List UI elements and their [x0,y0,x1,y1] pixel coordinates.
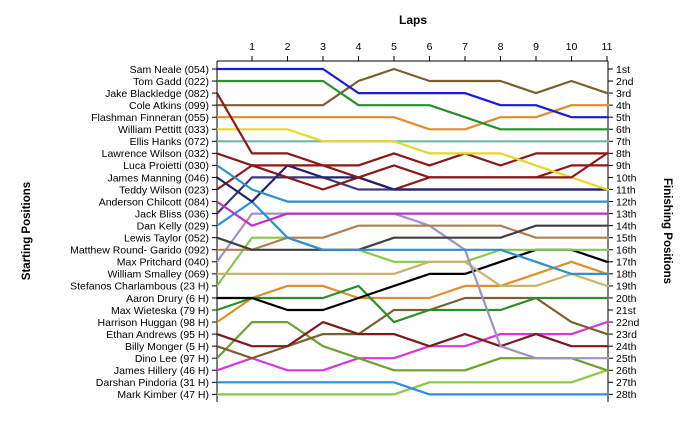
series-line [215,200,610,275]
driver-start-label: Sam Neale (054) [130,64,209,76]
driver-start-label: Lawrence Wilson (032) [102,148,209,160]
driver-start-label: Teddy Wilson (023) [119,184,209,196]
driver-start-label: Matthew Round- Garido (092) [70,245,209,257]
driver-start-label: Stefanos Charlambous (23 H) [70,281,209,293]
finish-position-label: 7th [616,136,631,148]
series-line [215,369,610,396]
finish-position-label: 24th [616,341,637,353]
lap-tick-label: 8 [498,41,504,53]
series-line [215,321,610,348]
chart-title: Laps [399,13,427,27]
driver-start-label: Darshan Pindoria (31 H) [96,377,209,389]
lap-tick-label: 5 [391,41,397,53]
finish-position-label: 9th [616,160,631,172]
finish-position-label: 28th [616,389,637,401]
driver-start-label: Dino Lee (97 H) [135,353,209,365]
driver-start-label: Ethan Andrews (95 H) [106,329,209,341]
finish-position-label: 17th [616,257,637,269]
driver-start-label: Dan Kelly (029) [137,220,209,232]
finish-position-label: 13th [616,208,637,220]
series-line [215,92,610,179]
finish-position-label: 21st [616,305,636,317]
driver-start-label: Harrison Huggan (98 H) [98,317,209,329]
lap-tick-label: 3 [320,41,326,53]
finish-position-label: 8th [616,148,631,160]
series-line [215,284,610,324]
driver-start-label: Jack Bliss (036) [135,208,209,220]
finish-position-label: 11th [616,184,636,196]
series-line [215,212,610,360]
finish-position-label: 4th [616,100,631,112]
finish-position-label: 14th [616,220,637,232]
finish-position-label: 19th [616,281,637,293]
series-line [215,200,610,227]
series-line [215,224,610,251]
lap-tick-label: 2 [285,41,291,53]
lap-tick-label: 6 [427,41,433,53]
series-line [215,67,610,107]
driver-start-label: Max Pritchard (040) [117,257,209,269]
finish-position-label: 15th [616,233,637,245]
finish-position-label: 25th [616,353,637,365]
lap-tick-label: 11 [602,41,613,53]
driver-start-label: Aaron Drury (6 H) [126,293,209,305]
finish-position-label: 20th [616,293,637,305]
finish-position-label: 2nd [616,76,634,88]
lap-tick-label: 10 [566,41,578,53]
lap-tick-label: 4 [356,41,362,53]
right-axis-title: Finishing Positions [661,178,673,284]
finish-position-label: 5th [616,112,631,124]
finish-position-label: 23rd [616,329,637,341]
series-line [215,248,610,312]
series-line [215,104,610,131]
driver-start-label: William Smalley (069) [107,269,209,281]
driver-start-label: James Manning (046) [107,172,209,184]
finish-position-label: 6th [616,124,631,136]
finish-position-label: 3rd [616,88,631,100]
lap-tick-label: 1 [249,41,255,53]
finish-position-label: 16th [616,245,637,257]
finish-position-label: 10th [616,172,637,184]
series-line [215,260,610,324]
series-line [215,79,610,131]
finish-position-label: 22nd [616,317,640,329]
series-line [215,152,610,167]
series-line [215,381,610,396]
driver-start-label: William Pettitt (033) [118,124,209,136]
driver-start-label: Luca Proietti (030) [123,160,209,172]
finish-position-label: 26th [616,365,637,377]
driver-start-label: Tom Gadd (022) [133,76,209,88]
driver-start-label: James Hillery (46 H) [114,365,209,377]
driver-start-label: Lewis Taylor (052) [124,233,209,245]
finish-position-label: 27th [616,377,637,389]
series-line [215,67,610,119]
finish-position-label: 18th [616,269,637,281]
driver-start-label: Max Wieteska (79 H) [111,305,209,317]
driver-start-label: Cole Atkins (099) [129,100,209,112]
driver-start-label: Ellis Hanks (072) [130,136,209,148]
lap-tick-label: 9 [533,41,539,53]
finish-position-label: 12th [616,196,637,208]
driver-start-label: Jake Blackledge (082) [105,88,209,100]
driver-start-label: Flashman Finneran (055) [91,112,209,124]
driver-start-label: Mark Kimber (47 H) [117,389,209,401]
lap-tick-label: 7 [462,41,468,53]
driver-start-label: Billy Monger (5 H) [125,341,209,353]
finish-position-label: 1st [616,64,630,76]
driver-start-label: Anderson Chilcott (084) [99,196,209,208]
left-axis-title: Starting Positions [21,182,33,280]
series-line [215,164,610,203]
